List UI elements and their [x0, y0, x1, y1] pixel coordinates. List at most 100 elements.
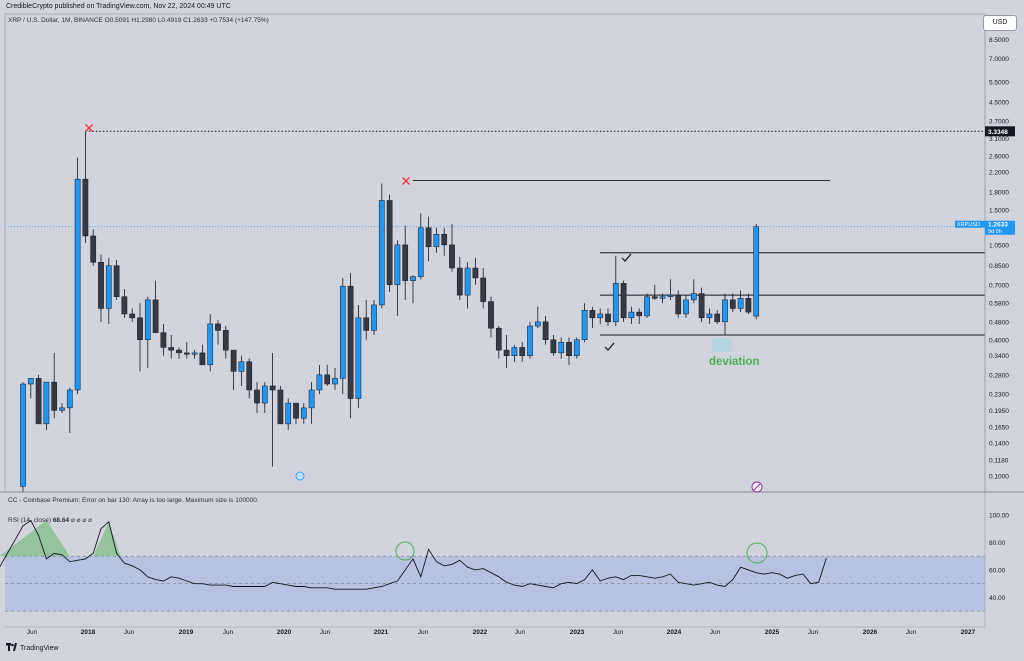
- candle-body: [324, 374, 331, 385]
- candle-body: [651, 296, 658, 299]
- time-tick-label: 2022: [473, 629, 488, 636]
- price-tick-label: 1.5000: [989, 207, 1009, 214]
- candle: [121, 289, 128, 318]
- price-tick-label: 0.5800: [989, 301, 1009, 308]
- rsi-value: 68.64: [52, 517, 70, 524]
- time-tick-label: Jun: [27, 629, 38, 636]
- candle: [105, 257, 112, 324]
- candle-body: [332, 378, 338, 385]
- candle-body: [137, 317, 143, 341]
- candle: [519, 342, 526, 362]
- rsi-tick-label: 40.00: [989, 595, 1006, 602]
- rsi-legend: RSI (14, close) 68.64 ⌀ ⌀ ⌀ ⌀: [8, 516, 92, 524]
- rsi-pane[interactable]: [0, 519, 985, 612]
- candle: [737, 290, 744, 313]
- price-tag-bg: [985, 220, 1015, 235]
- candle-body: [581, 310, 588, 341]
- candle: [191, 350, 198, 359]
- candle-body: [425, 227, 432, 248]
- price-tick-label: 1.8000: [989, 189, 1009, 196]
- candle: [402, 225, 409, 300]
- rsi-tick-label: 60.00: [989, 567, 1006, 574]
- candle-body: [191, 352, 198, 355]
- candle: [566, 337, 572, 365]
- candle-body: [480, 277, 487, 302]
- time-tick-label: 2027: [961, 629, 976, 636]
- rsi-line: [0, 519, 827, 590]
- price-tick-label: 7.0000: [989, 56, 1009, 63]
- candle: [238, 355, 245, 386]
- candle: [394, 240, 401, 316]
- candle: [254, 382, 260, 413]
- candle-body: [347, 285, 354, 399]
- rsi-circle-marker: [746, 542, 768, 564]
- candle-body: [441, 234, 448, 246]
- candle-body: [66, 389, 73, 409]
- time-tick-label: 2019: [179, 629, 194, 636]
- price-tick-label: 2.6000: [989, 153, 1009, 160]
- candle: [363, 299, 370, 340]
- crosshair-stroke: [753, 483, 761, 491]
- candle: [550, 334, 557, 356]
- price-tick-label: 0.2800: [989, 372, 1009, 379]
- candle-body: [706, 313, 713, 319]
- time-tick-label: Jun: [124, 629, 135, 636]
- time-tick-label: Jun: [906, 629, 917, 636]
- candle-body: [129, 313, 136, 319]
- candle: [230, 349, 237, 390]
- candle-body: [74, 178, 81, 391]
- candle: [176, 347, 182, 359]
- candle: [82, 131, 89, 244]
- candle-body: [495, 327, 502, 351]
- candle-body: [644, 296, 650, 317]
- candle: [706, 308, 713, 324]
- candle: [503, 334, 510, 369]
- candle-body: [410, 276, 416, 281]
- candle: [308, 382, 315, 424]
- candle-body: [753, 226, 760, 317]
- candle-body: [152, 299, 159, 333]
- candle-body: [542, 321, 549, 341]
- currency-button[interactable]: USD: [983, 15, 1017, 31]
- candle: [714, 310, 721, 324]
- price-pane[interactable]: [5, 130, 985, 492]
- candle-body: [589, 310, 596, 319]
- rsi-extra: ⌀ ⌀ ⌀ ⌀: [70, 517, 92, 524]
- candle: [488, 296, 494, 338]
- price-tag-countdown: 9d 0h: [988, 229, 1002, 235]
- footer-brand[interactable]: TradingView: [6, 643, 59, 652]
- rsi-overbought-fill: [93, 521, 121, 557]
- tradingview-logo-icon: [6, 643, 17, 651]
- candle: [160, 323, 167, 356]
- candle: [628, 306, 635, 324]
- candle-body: [402, 244, 409, 281]
- candle: [43, 381, 50, 430]
- time-tick-label: 2018: [81, 629, 96, 636]
- candle: [449, 223, 455, 272]
- candle: [98, 254, 104, 322]
- candle: [371, 299, 377, 335]
- candle-body: [417, 227, 424, 277]
- time-tick-label: Jun: [710, 629, 721, 636]
- price-tick-label: 2.2000: [989, 170, 1009, 177]
- candle: [199, 344, 206, 366]
- candle-body: [690, 293, 697, 301]
- candle: [675, 290, 682, 318]
- level-tag-bg: [985, 126, 1015, 137]
- candle-body: [222, 330, 229, 351]
- candle-body: [246, 361, 253, 391]
- candle-body: [51, 381, 58, 411]
- candle-body: [316, 374, 323, 391]
- candle: [729, 293, 736, 313]
- candle: [74, 157, 81, 395]
- price-tick-label: 5.5000: [989, 80, 1009, 87]
- price-tick-label: 0.1400: [989, 440, 1009, 447]
- candle: [215, 319, 221, 345]
- candle: [480, 268, 487, 309]
- rsi-band: [5, 556, 985, 612]
- candle: [597, 308, 604, 324]
- candle-body: [472, 267, 479, 279]
- candle-body: [698, 293, 705, 319]
- axes: 10.00008.50007.00005.50004.50003.70003.1…: [0, 13, 1024, 636]
